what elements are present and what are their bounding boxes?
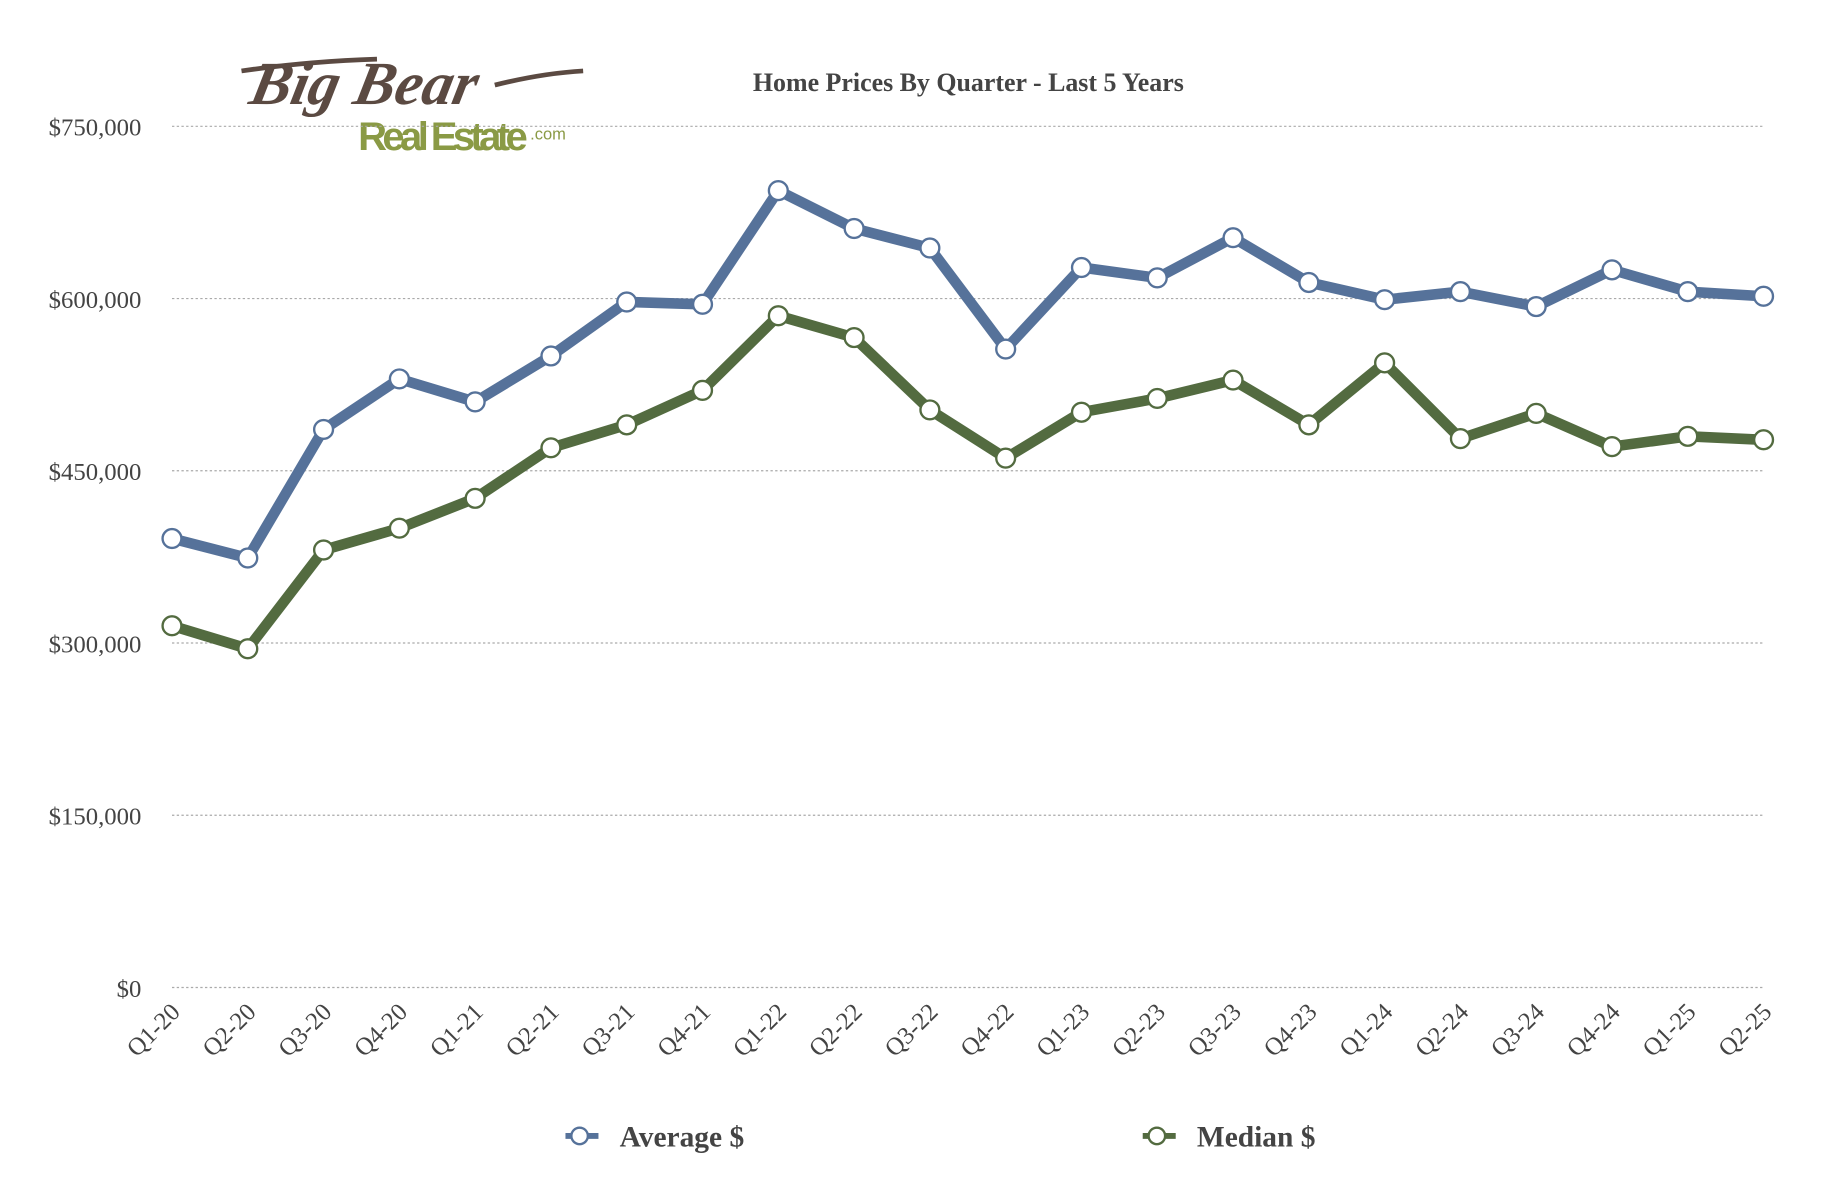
x-tick-label: Q3-22: [880, 999, 944, 1063]
series-line: [170, 185, 1764, 564]
x-tick-label: Q1-25: [1638, 999, 1702, 1063]
x-tick-label: Q2-23: [1107, 999, 1171, 1063]
data-point: [843, 217, 865, 240]
y-tick-label: $0: [117, 976, 142, 1003]
logo-swoosh: [241, 56, 378, 74]
data-point: [388, 517, 410, 539]
data-point: [312, 539, 335, 561]
x-tick-label: Q3-23: [1183, 999, 1247, 1063]
x-tick-label: Q2-24: [1410, 999, 1474, 1063]
y-tick-label: $150,000: [49, 804, 142, 831]
data-point: [161, 527, 183, 550]
x-tick-label: Q1-20: [122, 999, 186, 1063]
data-point: [312, 418, 335, 441]
x-tick-label: Q1-21: [425, 999, 489, 1063]
y-tick-label: $300,000: [49, 631, 142, 658]
x-tick-label: Q2-20: [198, 999, 262, 1063]
data-point: [1525, 402, 1547, 424]
data-point: [1449, 281, 1472, 303]
x-tick-label: Q3-21: [577, 999, 641, 1063]
data-point: [237, 547, 259, 569]
data-point: [1070, 256, 1093, 279]
logo: Big Bear Real Estate .com: [241, 51, 584, 159]
x-tick-label: Q4-24: [1562, 999, 1626, 1063]
data-point: [1222, 227, 1244, 249]
data-point: [1374, 352, 1396, 374]
data-point: [919, 237, 941, 259]
data-point: [1677, 425, 1699, 447]
x-tick-label: Q2-22: [804, 999, 868, 1063]
x-tick-label: Q3-24: [1486, 999, 1550, 1063]
chart-title: Home Prices By Quarter - Last 5 Years: [753, 68, 1184, 97]
data-point: [464, 391, 486, 413]
data-point: [1222, 369, 1244, 391]
data-point: [237, 638, 259, 660]
y-tick-label: $600,000: [49, 287, 142, 314]
data-point: [1752, 285, 1775, 307]
data-point: [1146, 387, 1168, 410]
data-point: [1752, 429, 1775, 451]
data-point: [1146, 267, 1168, 289]
data-point: [540, 345, 562, 367]
data-point: [1677, 281, 1699, 303]
x-tick-label: Q1-23: [1031, 999, 1095, 1063]
data-point: [1374, 289, 1396, 311]
data-point: [616, 291, 638, 313]
legend-marker: [1147, 1126, 1167, 1146]
data-point: [995, 447, 1017, 469]
data-point: [843, 326, 865, 349]
data-point: [1070, 401, 1093, 423]
series-line: [170, 310, 1764, 655]
data-point: [767, 305, 789, 327]
logo-swoosh: [494, 68, 584, 88]
x-tick-label: Q4-23: [1259, 999, 1323, 1063]
x-tick-label: Q2-21: [501, 999, 565, 1063]
data-point: [1601, 436, 1623, 458]
x-tick-label: Q4-22: [956, 999, 1020, 1063]
data-point: [767, 180, 789, 202]
data-point: [1298, 414, 1320, 436]
data-point: [540, 437, 562, 459]
data-point: [1298, 271, 1320, 294]
data-point: [161, 615, 183, 637]
legend-label: Average $: [620, 1122, 745, 1154]
data-point: [691, 293, 714, 315]
x-tick-label: Q1-24: [1335, 999, 1399, 1063]
y-tick-label: $750,000: [49, 115, 142, 142]
logo-suffix: .com: [530, 125, 566, 143]
y-tick-label: $450,000: [49, 459, 142, 486]
x-tick-label: Q1-22: [728, 999, 792, 1063]
data-point: [388, 368, 410, 390]
x-tick-label: Q4-20: [349, 999, 413, 1063]
data-point: [616, 414, 638, 436]
data-point: [1525, 295, 1547, 318]
legend-label: Median $: [1197, 1122, 1316, 1154]
data-point: [464, 487, 486, 509]
logo-line2: Real Estate: [358, 115, 528, 159]
legend-marker: [570, 1126, 590, 1146]
data-point: [995, 338, 1017, 360]
x-tick-label: Q3-20: [273, 999, 337, 1063]
data-point: [1601, 259, 1623, 281]
data-point: [1449, 428, 1472, 450]
data-point: [691, 379, 714, 402]
data-point: [919, 399, 941, 421]
x-tick-label: Q4-21: [652, 999, 716, 1063]
x-tick-label: Q2-25: [1713, 999, 1777, 1063]
